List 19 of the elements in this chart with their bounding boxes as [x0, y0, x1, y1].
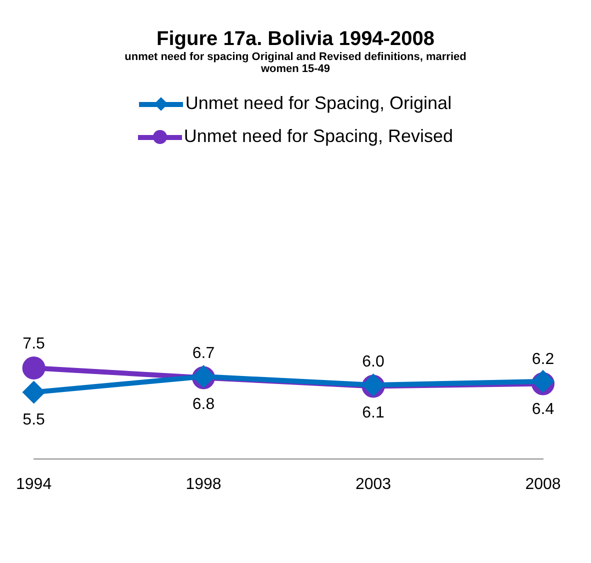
data-label: 6.8	[192, 396, 215, 413]
data-label: 7.5	[22, 335, 46, 352]
legend-label: Unmet need for Spacing, Original	[185, 93, 452, 114]
data-label: 6.1	[362, 404, 384, 422]
data-label: 6.7	[192, 345, 215, 362]
data-label: 5.5	[22, 412, 46, 429]
chart-subtitle: unmet need for spacing Original and Revised definitions, married women 15-49	[124, 51, 468, 75]
data-label: 6.2	[532, 351, 554, 368]
point	[532, 370, 554, 392]
x-tick-label: 1998	[186, 476, 222, 493]
x-tick-label: 2008	[525, 476, 561, 493]
x-tick-label: 2003	[355, 476, 392, 493]
data-label: 6.4	[532, 400, 554, 418]
chart-title: Figure 17a. Bolivia 1994-2008	[156, 28, 436, 51]
point	[22, 356, 46, 380]
legend-label: Unmet need for Spacing, Revised	[184, 126, 454, 147]
data-label: 6.0	[362, 354, 384, 371]
x-tick-label: 1994	[16, 476, 52, 493]
point	[23, 382, 44, 403]
